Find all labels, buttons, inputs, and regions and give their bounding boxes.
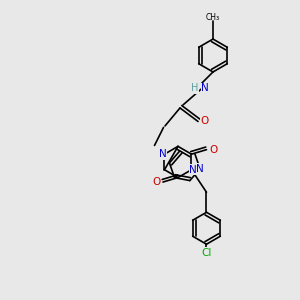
- Text: N: N: [159, 149, 167, 159]
- Text: O: O: [200, 116, 209, 127]
- Text: Cl: Cl: [201, 248, 212, 258]
- Text: O: O: [152, 177, 160, 187]
- Text: CH₃: CH₃: [206, 13, 220, 22]
- Text: N: N: [196, 164, 204, 174]
- Text: N: N: [201, 83, 209, 94]
- Text: O: O: [209, 145, 217, 155]
- Text: N: N: [189, 165, 197, 175]
- Text: H: H: [191, 83, 199, 94]
